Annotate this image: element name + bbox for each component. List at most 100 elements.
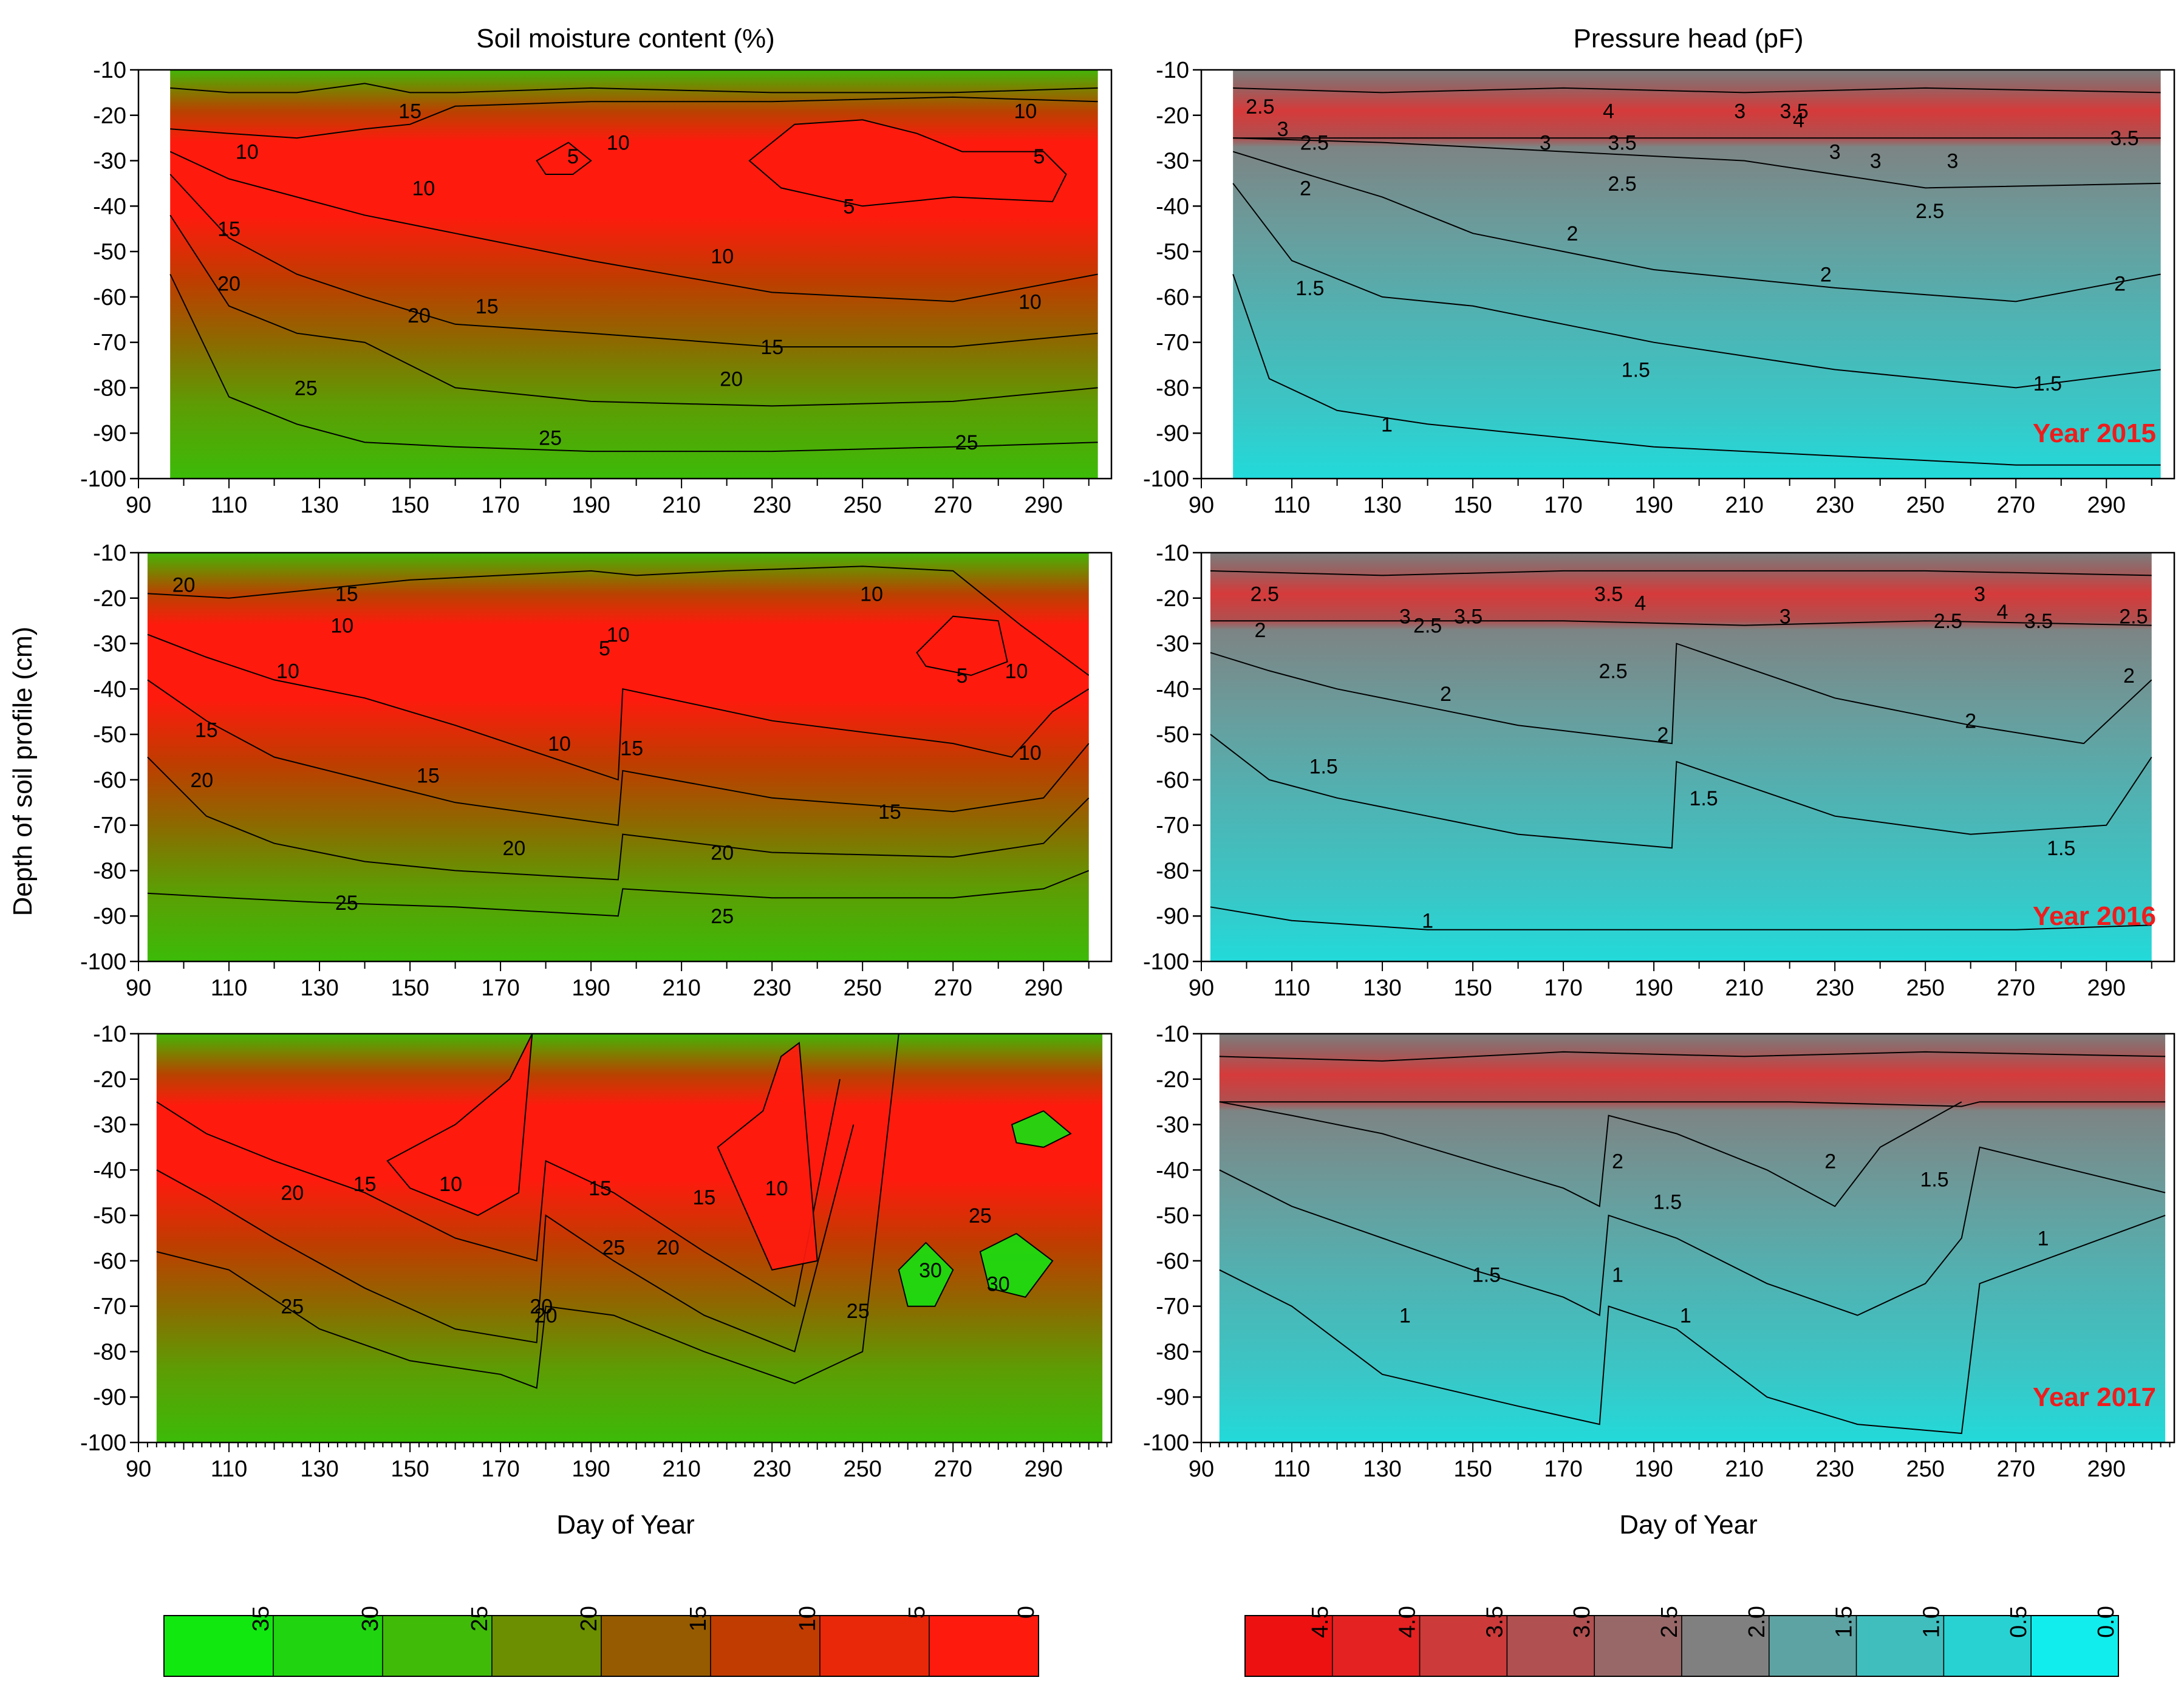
- moisture-2015-contour-label: 10: [607, 132, 630, 155]
- moisture-2016-contour-label: 5: [599, 637, 610, 660]
- moisture-2017-contour-4: [717, 1042, 818, 1271]
- pressure-2017-xtick-label: 150: [1453, 1456, 1492, 1482]
- moisture-2015-contour-label: 10: [412, 177, 435, 200]
- pressure-2017-ytick-label: -60: [1156, 1249, 1189, 1274]
- moisture-legend-label: 35: [248, 1606, 274, 1631]
- moisture-legend-label: 25: [467, 1606, 493, 1631]
- moisture-2017-contour-label: 20: [281, 1182, 304, 1205]
- moisture-2015-ytick-label: -50: [93, 239, 126, 265]
- pressure-2015-contour-label: 2.5: [1246, 95, 1274, 118]
- pressure-2015-contour-label: 2.5: [1300, 132, 1329, 155]
- pressure-2015-xtick-label: 130: [1363, 493, 1401, 518]
- moisture-2016-ytick-label: -70: [93, 813, 126, 839]
- pressure-2015-contour-label: 2: [1820, 264, 1832, 287]
- moisture-2017-field: [156, 1034, 1103, 1442]
- pressure-2017-ytick-label: -100: [1143, 1430, 1189, 1456]
- moisture-2017-ytick-label: -20: [93, 1067, 126, 1093]
- moisture-2016-contour-label: 5: [957, 664, 968, 688]
- moisture-2017-xtick-label: 250: [843, 1456, 881, 1482]
- moisture-2017-contour-label: 20: [530, 1295, 553, 1319]
- pressure-2016-contour-label: 4: [1996, 601, 2008, 624]
- pressure-2016-xtick-label: 150: [1453, 975, 1492, 1001]
- moisture-2015-contour-label: 5: [843, 195, 855, 218]
- pressure-2016-contour-label: 3: [1780, 606, 1791, 629]
- moisture-2017-contour-1: [156, 1124, 855, 1353]
- pressure-legend-label: 1.0: [1919, 1606, 1944, 1638]
- moisture-2016-contour-label: 10: [860, 582, 883, 606]
- moisture-2017-xtick-label: 170: [481, 1456, 519, 1482]
- moisture-2015-contour-label: 20: [408, 304, 431, 327]
- pressure-2016-contour-label: 2.5: [1251, 582, 1279, 606]
- moisture-2015-ytick-label: -20: [93, 103, 126, 129]
- moisture-2016-xtick-label: 210: [662, 975, 700, 1001]
- pressure-2016-xtick-label: 190: [1634, 975, 1673, 1001]
- pressure-legend-label: 4.5: [1308, 1606, 1333, 1638]
- pressure-2016-xtick-label: 110: [1274, 975, 1311, 1001]
- moisture-2017-xtick-label: 190: [572, 1456, 610, 1482]
- pressure-2017-xtick-label: 210: [1725, 1456, 1763, 1482]
- pressure-2017-ytick-label: -30: [1156, 1113, 1189, 1138]
- pressure-legend-label: 2.5: [1657, 1606, 1682, 1638]
- pressure-2016-contour-label: 1.5: [1309, 756, 1338, 779]
- moisture-2015-contour-label: 5: [567, 145, 579, 168]
- moisture-2016-ytick-label: -90: [93, 904, 126, 929]
- pressure-2016-ytick-label: -60: [1156, 768, 1189, 793]
- moisture-2015-ytick-label: -30: [93, 149, 126, 174]
- moisture-2016-contour-0: [147, 870, 1090, 917]
- pressure-legend-label: 3.0: [1569, 1606, 1595, 1638]
- pressure-legend-swatch: [1419, 1615, 1508, 1677]
- pressure-2016-contour-label: 1.5: [2047, 837, 2075, 860]
- pressure-2017-ytick-label: -20: [1156, 1067, 1189, 1093]
- pressure-2017-xtick-label: 110: [1274, 1456, 1311, 1482]
- moisture-2016-contour-4: [147, 565, 1090, 676]
- moisture-2015-contour-label: 5: [1033, 145, 1045, 168]
- moisture-2015-ytick-label: -90: [93, 421, 126, 446]
- pressure-legend-swatch: [1681, 1615, 1770, 1677]
- pressure-2017-xtick-label: 190: [1634, 1456, 1673, 1482]
- pressure-2017-xtick-label: 90: [1189, 1456, 1214, 1482]
- moisture-2017-contour-label: 25: [847, 1300, 870, 1323]
- moisture-2016-contour-label: 20: [172, 573, 196, 596]
- pressure-2016-ytick-label: -40: [1156, 677, 1189, 702]
- pressure-2017-contour-label: 1: [1680, 1305, 1691, 1328]
- pressure-2015-contour-0: [1232, 274, 2161, 466]
- pressure-2015-contour-label: 1.5: [1295, 277, 1324, 300]
- pressure-2017-year-label: Year 2017: [2033, 1382, 2156, 1412]
- moisture-2015-contour-label: 25: [539, 427, 562, 450]
- pressure-2015-contour-label: 3: [1734, 100, 1745, 123]
- moisture-2017-contour-label: 15: [692, 1186, 715, 1209]
- moisture-2017-xtick-label: 110: [211, 1456, 248, 1482]
- pressure-2015-contour-label: 2: [2114, 273, 2126, 296]
- pressure-2017-xtick-label: 170: [1544, 1456, 1582, 1482]
- moisture-2015-contour-0: [169, 274, 1098, 452]
- moisture-2015-contour-label: 25: [295, 377, 318, 400]
- moisture-2015-contour-label: 10: [1014, 100, 1037, 123]
- pressure-2015-ytick-label: -100: [1143, 466, 1189, 492]
- y-axis-label: Depth of soil profile (cm): [8, 627, 38, 917]
- pressure-2016-contour-0: [1210, 906, 2152, 930]
- moisture-2017-ytick-label: -10: [93, 1022, 126, 1047]
- pressure-2015-contour-label: 3: [1277, 118, 1289, 141]
- pressure-2016-contour-label: 2: [1254, 619, 1266, 642]
- moisture-2015-contour-label: 15: [217, 218, 241, 241]
- pressure-2017-xtick-label: 270: [1997, 1456, 2035, 1482]
- pressure-2015-contour-label: 2: [1300, 177, 1311, 200]
- pressure-2016-year-label: Year 2016: [2033, 901, 2156, 931]
- pressure-2016-xtick-label: 250: [1906, 975, 1944, 1001]
- moisture-2015-xtick-label: 250: [843, 493, 881, 518]
- moisture-x-axis-label: Day of Year: [556, 1510, 695, 1540]
- pressure-2017-frame: [1200, 1033, 2175, 1444]
- pressure-2017-contour-label: 1: [1612, 1263, 1623, 1286]
- pressure-2016-contour-label: 3.5: [1594, 582, 1623, 606]
- pressure-2015-xtick-label: 290: [2087, 493, 2126, 518]
- pressure-2015-contour-label: 1: [1381, 413, 1393, 436]
- pressure-2015-ytick-label: -60: [1156, 285, 1189, 310]
- pressure-2016-contour-label: 2.5: [1934, 610, 1962, 633]
- pressure-2015-panel: 2.532.54 3 3.543 3.5 3.53 3 32.522.521.52 21.51…: [1143, 58, 2175, 518]
- pressure-2016-contour-label: 2: [1657, 723, 1669, 746]
- pressure-legend: 4.5 4.0 3.5 3.0 2.5 2.0 1.5 1.0 0.5 0.0: [1244, 1606, 2119, 1677]
- moisture-2016-contour-label: 15: [335, 582, 358, 606]
- pressure-2016-xtick-label: 290: [2087, 975, 2126, 1001]
- pressure-2017-ytick-label: -50: [1156, 1203, 1189, 1229]
